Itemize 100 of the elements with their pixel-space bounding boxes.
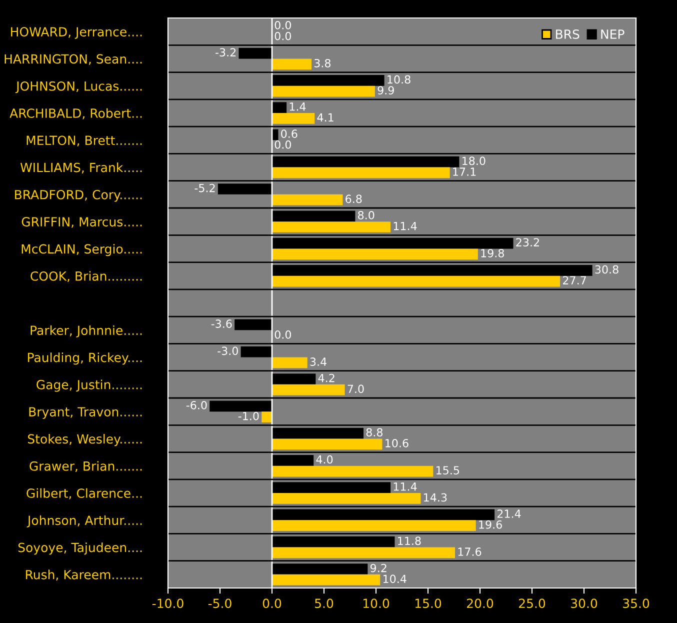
data-label: 19.8 bbox=[481, 248, 504, 258]
bar bbox=[272, 574, 380, 586]
y-tick-label: ARCHIBALD, Robert... bbox=[10, 108, 142, 120]
x-tick-label: 35.0 bbox=[623, 598, 650, 608]
x-tick-label: -5.0 bbox=[208, 598, 232, 608]
x-tick-label: 25.0 bbox=[519, 598, 546, 608]
data-label: 0.6 bbox=[281, 130, 298, 138]
bar bbox=[262, 412, 272, 422]
x-tick-label: 20.0 bbox=[467, 598, 494, 608]
legend-label: BRS bbox=[556, 29, 580, 39]
y-tick-label: Rush, Kareem........ bbox=[26, 570, 142, 581]
y-tick-label: JOHNSON, Lucas...... bbox=[15, 81, 142, 94]
bar bbox=[272, 374, 316, 384]
data-label: -5.2 bbox=[194, 184, 215, 192]
data-label: 15.5 bbox=[436, 466, 460, 475]
bar bbox=[272, 86, 375, 97]
data-label: 10.6 bbox=[386, 438, 408, 448]
y-tick-label: Parker, Johnnie..... bbox=[30, 325, 142, 338]
data-label: 4.0 bbox=[316, 455, 333, 464]
data-label: 11.4 bbox=[394, 482, 417, 491]
data-label: 17.1 bbox=[453, 168, 476, 176]
y-tick-label: MELTON, Brett....... bbox=[26, 136, 142, 146]
data-label: 11.4 bbox=[394, 222, 417, 230]
bar bbox=[272, 438, 382, 450]
bar bbox=[272, 547, 456, 558]
x-tick-label: 10.0 bbox=[363, 598, 390, 608]
data-label: 4.2 bbox=[318, 374, 334, 382]
data-label: -3.6 bbox=[211, 320, 232, 328]
bar bbox=[272, 493, 421, 504]
data-label: 30.8 bbox=[595, 265, 618, 274]
bar bbox=[272, 482, 391, 493]
data-label: -3.2 bbox=[216, 48, 236, 57]
bar bbox=[272, 536, 395, 548]
bar bbox=[272, 222, 391, 232]
y-tick-label: Grawer, Brian....... bbox=[30, 461, 142, 472]
bar bbox=[272, 156, 460, 168]
data-label: 9.2 bbox=[370, 564, 386, 572]
bar bbox=[272, 276, 560, 287]
data-label: 3.4 bbox=[310, 358, 326, 366]
bar bbox=[272, 384, 345, 396]
data-label: 27.7 bbox=[562, 276, 586, 284]
bar bbox=[238, 48, 272, 59]
bar bbox=[272, 58, 312, 70]
bar bbox=[272, 357, 308, 368]
x-tick-label: 15.0 bbox=[415, 598, 442, 608]
data-label: 17.6 bbox=[458, 548, 482, 556]
bar bbox=[272, 466, 434, 477]
data-label: 0.0 bbox=[274, 20, 292, 30]
data-label: 23.2 bbox=[516, 238, 539, 247]
y-tick-label: Soyoye, Tajudeen.... bbox=[18, 542, 142, 555]
y-tick-label: Bryant, Travon...... bbox=[29, 407, 142, 419]
bar bbox=[272, 564, 368, 574]
x-tick-label: 30.0 bbox=[571, 598, 598, 608]
y-tick-label: Gilbert, Clarence... bbox=[26, 488, 142, 500]
data-label: 19.6 bbox=[479, 520, 502, 529]
data-label: 8.8 bbox=[366, 428, 383, 437]
data-label: 0.0 bbox=[274, 140, 292, 149]
data-label: 3.8 bbox=[314, 58, 331, 68]
data-label: 0.0 bbox=[274, 32, 292, 40]
data-label: 21.4 bbox=[497, 510, 521, 518]
bar bbox=[272, 238, 514, 249]
data-label: -1.0 bbox=[238, 412, 259, 420]
bar bbox=[234, 319, 272, 330]
data-label: 0.0 bbox=[274, 330, 292, 339]
bar bbox=[272, 509, 495, 520]
data-label: 7.0 bbox=[348, 384, 364, 394]
bar bbox=[210, 400, 272, 412]
y-tick-label: HARRINGTON, Sean.... bbox=[4, 54, 142, 65]
bar bbox=[272, 248, 478, 260]
bar bbox=[272, 210, 356, 222]
data-label: 1.4 bbox=[290, 102, 306, 111]
y-tick-label: HOWARD, Jerrance.... bbox=[11, 27, 142, 39]
x-tick-label: -10.0 bbox=[152, 598, 184, 608]
bar bbox=[272, 75, 384, 86]
bar bbox=[272, 102, 287, 113]
data-label: 6.8 bbox=[346, 194, 362, 204]
bar bbox=[272, 167, 450, 178]
data-label: 10.4 bbox=[383, 574, 406, 584]
x-tick-label: 0.0 bbox=[262, 598, 282, 608]
y-tick-label: Johnson, Arthur..... bbox=[26, 515, 142, 528]
y-tick-label: GRIFFIN, Marcus..... bbox=[22, 217, 142, 228]
bar bbox=[272, 265, 592, 276]
bar bbox=[272, 455, 314, 466]
data-label: 9.9 bbox=[378, 86, 394, 95]
data-label: 4.1 bbox=[317, 113, 334, 122]
data-label: -3.0 bbox=[218, 346, 238, 356]
data-label: 11.8 bbox=[398, 536, 421, 546]
data-label: 18.0 bbox=[462, 156, 486, 166]
y-tick-label: WILLIAMS, Frank..... bbox=[20, 162, 142, 174]
bar bbox=[272, 520, 476, 531]
bar bbox=[218, 184, 272, 194]
data-label: 10.8 bbox=[388, 75, 410, 84]
bar bbox=[240, 346, 272, 358]
bar bbox=[272, 428, 364, 439]
y-tick-label: Gage, Justin........ bbox=[36, 380, 142, 392]
y-tick-label: COOK, Brian......... bbox=[30, 271, 142, 282]
y-tick-label: McCLAIN, Sergio..... bbox=[22, 244, 142, 256]
data-label: -6.0 bbox=[186, 400, 207, 410]
legend-label: NEP bbox=[601, 30, 624, 39]
y-tick-label: BRADFORD, Cory...... bbox=[15, 190, 142, 202]
